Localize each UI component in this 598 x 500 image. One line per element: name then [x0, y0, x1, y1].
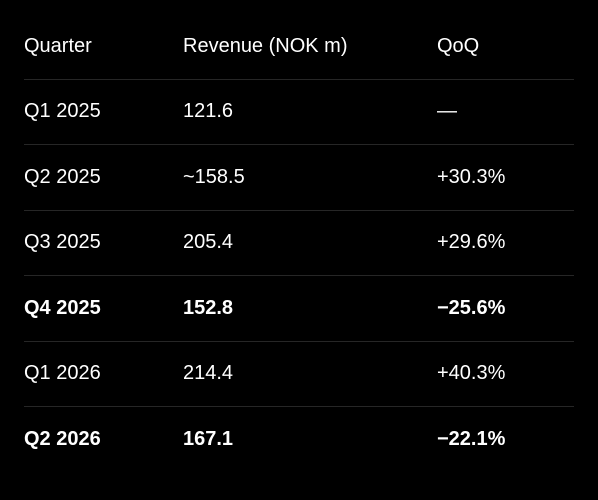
table-row: Q3 2025 205.4 +29.6% [24, 211, 574, 276]
table: Quarter Revenue (NOK m) QoQ Q1 2025 121.6 — Q2… [24, 14, 574, 473]
table-row: Q1 2026 214.4 +40.3% [24, 342, 574, 407]
header-row: Quarter Revenue (NOK m) QoQ [24, 14, 574, 80]
table-cell: ~158.5 [183, 165, 245, 188]
table-cell: Q3 2025 [24, 231, 101, 254]
table-cell: Q1 2026 [24, 362, 101, 385]
table-cell: 121.6 [183, 100, 234, 123]
column-header: Revenue (NOK m) [183, 34, 348, 57]
table-cell: Q2 2025 [24, 165, 101, 188]
table-row: Q2 2025 ~158.5 +30.3% [24, 145, 574, 211]
table-cell: 167.1 [183, 428, 234, 451]
table-cell: 152.8 [183, 296, 234, 319]
table-cell: Q1 2025 [24, 100, 101, 123]
table-row: Q4 2025 152.8 −25.6% [24, 276, 574, 342]
table-cell: Q2 2026 [24, 428, 101, 451]
table-cell: 214.4 [183, 362, 234, 385]
table-cell: +40.3% [437, 362, 506, 385]
column-header: Quarter [24, 34, 92, 57]
table-row: Q1 2025 121.6 — [24, 80, 574, 145]
table-cell: +29.6% [437, 231, 506, 254]
table-cell: — [437, 100, 457, 123]
column-header: QoQ [437, 34, 480, 57]
table-cell: −22.1% [437, 428, 506, 451]
table-cell: −25.6% [437, 296, 506, 319]
table-row: Q2 2026 167.1 −22.1% [24, 407, 574, 473]
table-cell: Q4 2025 [24, 296, 101, 319]
table-cell: 205.4 [183, 231, 234, 254]
table-cell: +30.3% [437, 165, 506, 188]
